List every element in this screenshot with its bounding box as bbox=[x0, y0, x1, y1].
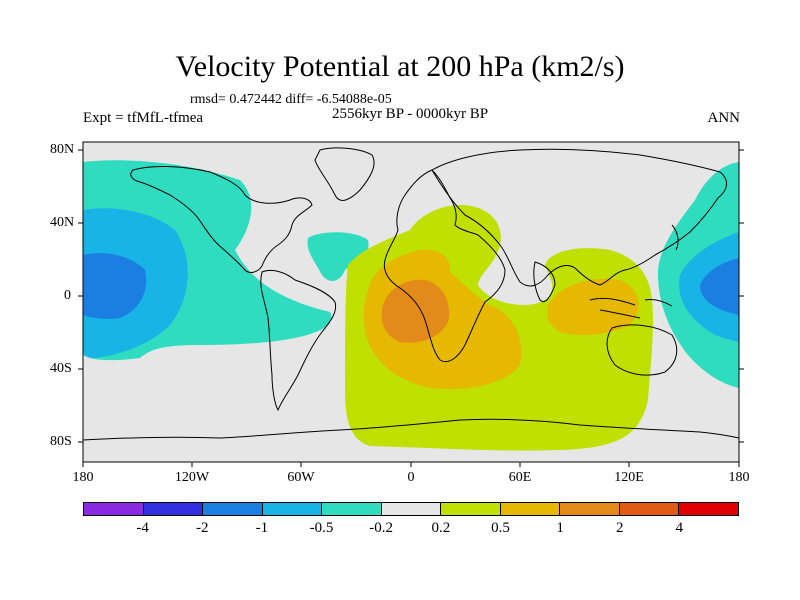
contour-neg-east-core bbox=[700, 258, 739, 315]
contour-pos-mid-indonesia bbox=[546, 278, 639, 336]
colorbar-swatch bbox=[322, 503, 382, 515]
colorbar-swatch bbox=[679, 503, 739, 515]
coast-india bbox=[533, 261, 556, 303]
colorbar-swatch bbox=[84, 503, 144, 515]
plot-title: Velocity Potential at 200 hPa (km2/s) bbox=[175, 50, 625, 83]
period-label: 2556kyr BP - 0000kyr BP bbox=[331, 106, 489, 122]
season-label: ANN bbox=[707, 110, 741, 126]
contour-fields bbox=[83, 160, 739, 451]
experiment-label: Expt = tfMfL-tfmea bbox=[83, 110, 204, 126]
colorbar-label: 1 bbox=[556, 520, 564, 536]
colorbar-swatch bbox=[381, 503, 442, 515]
coast-europe-africa bbox=[383, 169, 506, 363]
x-tick-label: 120W bbox=[174, 470, 210, 485]
y-tick-label: 80N bbox=[50, 142, 75, 157]
y-tick-label: 0 bbox=[64, 288, 71, 303]
y-tick-label: 40S bbox=[50, 361, 72, 376]
contour-neg-atlantic bbox=[307, 232, 369, 282]
colorbar-swatch bbox=[262, 503, 323, 515]
coast-antarctica bbox=[83, 418, 739, 441]
y-tick-label: 40N bbox=[50, 215, 75, 230]
x-tick-label: 60E bbox=[508, 470, 532, 485]
y-tick-label: 80S bbox=[50, 434, 72, 449]
colorbar-label: 4 bbox=[675, 520, 684, 536]
colorbar-label: -0.2 bbox=[369, 520, 394, 536]
x-tick-label: 0 bbox=[407, 470, 415, 485]
colorbar bbox=[83, 502, 739, 516]
colorbar-label: -1 bbox=[255, 520, 269, 536]
axis-ticks bbox=[78, 149, 744, 467]
x-tick-label: 180 bbox=[728, 470, 750, 485]
x-tick-label: 120E bbox=[614, 470, 644, 485]
contour-pos-core-africa bbox=[381, 279, 450, 343]
coast-south-america bbox=[260, 269, 337, 412]
colorbar-label: -0.5 bbox=[309, 520, 334, 536]
stats-text: rmsd= 0.472442 diff= -6.54088e-05 bbox=[190, 92, 392, 107]
colorbar-swatch bbox=[619, 503, 680, 515]
x-tick-label: 60W bbox=[287, 470, 315, 485]
coast-japan bbox=[671, 224, 679, 251]
contour-neg-west-core bbox=[83, 253, 147, 319]
colorbar-label: 2 bbox=[615, 520, 624, 536]
coast-north-america bbox=[130, 165, 313, 274]
coast-asia bbox=[431, 148, 727, 287]
coast-greenland bbox=[314, 147, 375, 201]
colorbar-swatch bbox=[500, 503, 561, 515]
colorbar-swatch bbox=[441, 503, 501, 515]
colorbar-label: 0.5 bbox=[491, 520, 510, 536]
x-tick-label: 180 bbox=[72, 470, 94, 485]
colorbar-label: -4 bbox=[136, 520, 149, 536]
colorbar-swatch bbox=[203, 503, 263, 515]
colorbar-swatch bbox=[560, 503, 620, 515]
coast-indonesia bbox=[589, 297, 673, 319]
colorbar-label: 0.2 bbox=[431, 520, 451, 536]
coast-australia bbox=[606, 324, 678, 376]
colorbar-swatch bbox=[143, 503, 204, 515]
colorbar-label: -2 bbox=[196, 520, 209, 536]
coastlines bbox=[83, 147, 739, 441]
